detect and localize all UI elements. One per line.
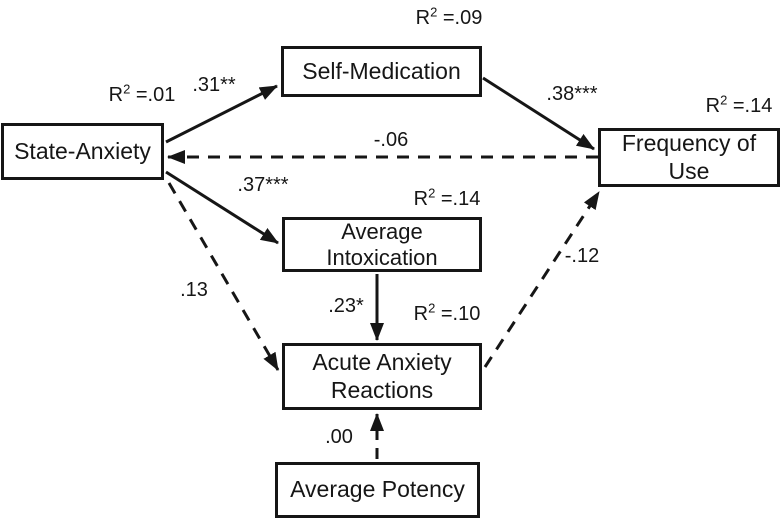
- node-acute-anxiety-reactions-label: Acute Anxiety Reactions: [312, 349, 452, 403]
- coef-state-anxiety-acute-anxiety-reactions: .13: [180, 279, 208, 301]
- r-squared-acute-anxiety-reactions: R2 =.10: [413, 300, 481, 325]
- r-squared-average-intoxication: R2 =.14: [413, 185, 481, 210]
- node-average-intoxication: Average Intoxication: [282, 217, 482, 272]
- coef-frequency-of-use-state-anxiety: -.06: [373, 129, 409, 151]
- edge-acute-anxiety-reactions-to-frequency-of-use: [483, 191, 601, 368]
- r-squared-self-medication: R2 =.09: [415, 4, 483, 29]
- r-squared-frequency-of-use: R2 =.14: [705, 92, 773, 117]
- edge-state-anxiety-to-self-medication: [165, 84, 278, 144]
- coef-state-anxiety-self-medication: .31**: [192, 74, 236, 96]
- r-squared-state-anxiety: R2 =.01: [108, 81, 176, 106]
- coef-self-medication-frequency-of-use: .38***: [546, 83, 598, 105]
- coef-state-anxiety-average-intoxication: .37***: [237, 174, 289, 196]
- coef-acute-anxiety-reactions-frequency-of-use: -.12: [564, 245, 600, 267]
- node-frequency-of-use-label: Frequency of Use: [621, 130, 757, 184]
- node-state-anxiety: State-Anxiety: [1, 123, 164, 180]
- node-self-medication: Self-Medication: [281, 46, 482, 97]
- node-average-potency-label: Average Potency: [290, 476, 465, 503]
- node-average-potency: Average Potency: [275, 462, 480, 518]
- coef-average-potency-acute-anxiety-reactions: .00: [325, 426, 353, 448]
- node-self-medication-label: Self-Medication: [302, 57, 461, 84]
- node-frequency-of-use: Frequency of Use: [598, 128, 780, 187]
- edge-state-anxiety-to-acute-anxiety-reactions: [167, 182, 280, 371]
- node-state-anxiety-label: State-Anxiety: [14, 137, 151, 164]
- edge-self-medication-to-frequency-of-use: [482, 76, 595, 151]
- node-acute-anxiety-reactions: Acute Anxiety Reactions: [282, 343, 482, 410]
- edge-state-anxiety-to-average-intoxication: [165, 170, 279, 245]
- node-average-intoxication-label: Average Intoxication: [326, 218, 438, 270]
- coef-average-intoxication-acute-anxiety-reactions: .23*: [328, 295, 364, 317]
